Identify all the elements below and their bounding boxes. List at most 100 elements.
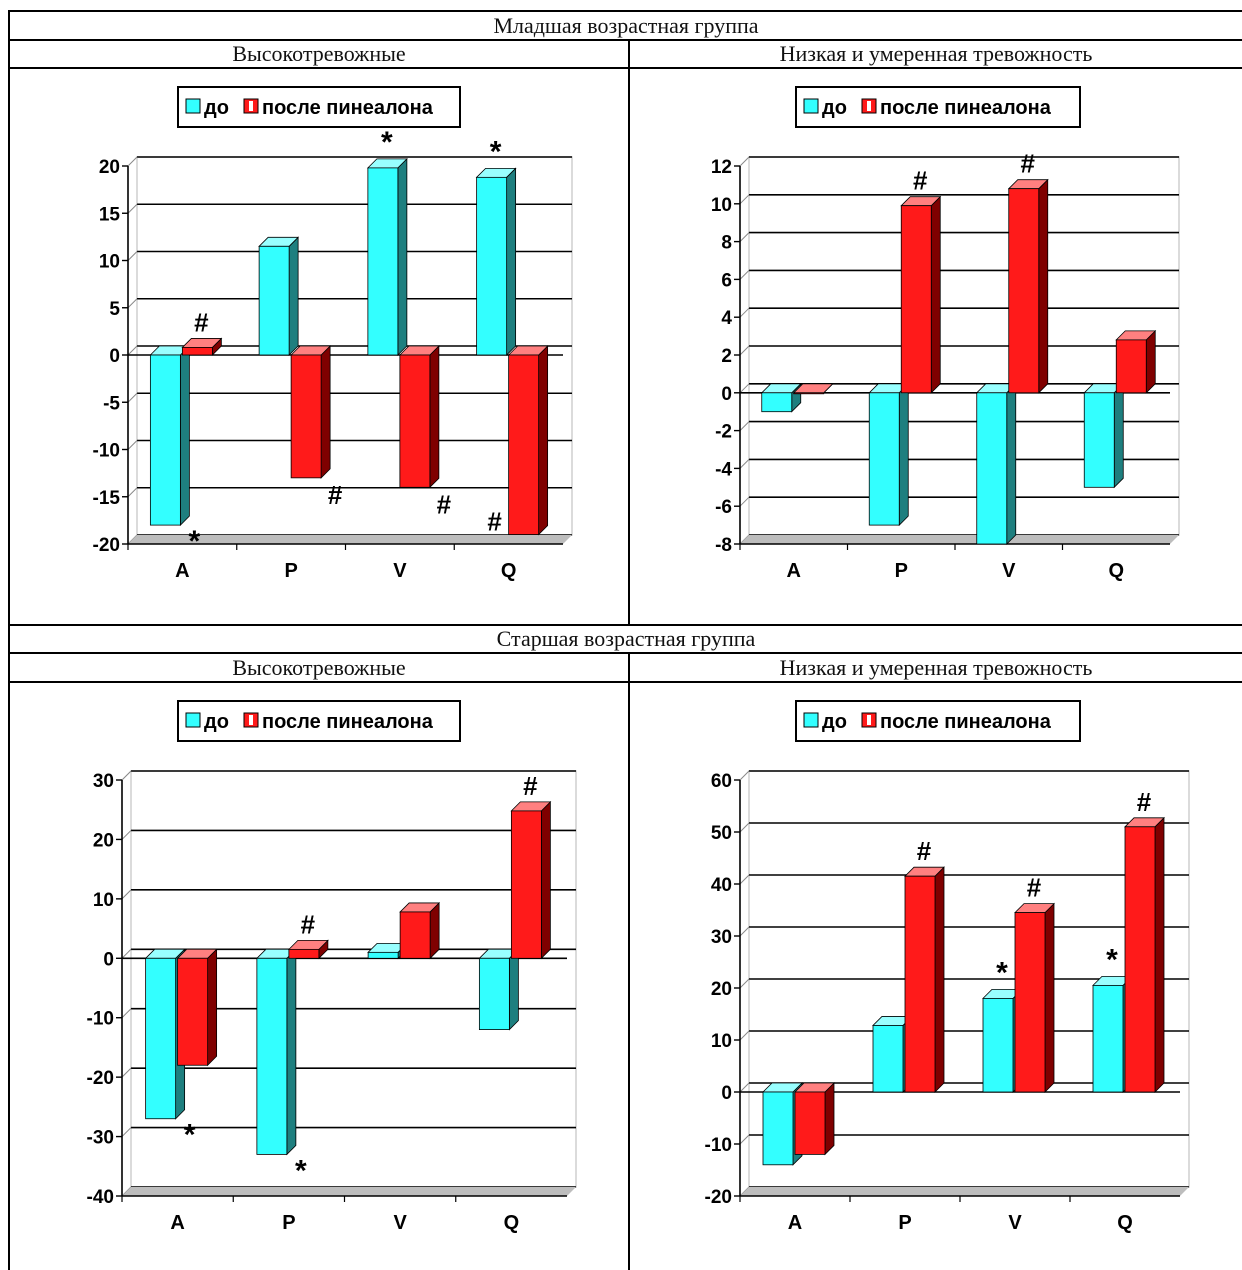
bar-front (510, 810, 542, 959)
bar-side (1038, 178, 1049, 394)
legend-swatch-before (803, 712, 819, 728)
bar-front (476, 176, 508, 356)
bar-side (397, 157, 408, 356)
frame-top (8, 10, 1242, 12)
bar-front (290, 354, 322, 479)
frame-left (8, 10, 10, 1270)
bar-front (762, 1091, 794, 1166)
gridline-side (127, 392, 138, 403)
y-tick-label: 10 (99, 252, 120, 273)
x-tick-label: A (170, 1212, 184, 1234)
y-tick-label: 20 (99, 157, 120, 178)
bar-after-V (398, 345, 440, 489)
bar-side (429, 345, 440, 489)
y-tick-label: -20 (93, 535, 120, 556)
legend-swatch-before (803, 98, 819, 114)
legend-label-after: после пинеалона (262, 97, 434, 119)
annotation-mark: # (1137, 787, 1152, 817)
x-tick-label: P (898, 1212, 911, 1234)
x-tick-label: A (175, 560, 189, 582)
y-tick-label: 5 (109, 299, 120, 320)
x-tick-label: Q (1108, 560, 1124, 582)
gridline-side (127, 251, 138, 261)
y-tick-label: 0 (721, 1083, 732, 1104)
y-tick-label: -10 (87, 1009, 114, 1030)
frame-middle-top (628, 39, 630, 625)
annotation-mark: * (490, 135, 502, 168)
y-tick-label: 30 (93, 771, 114, 792)
annotation-mark: # (301, 909, 316, 939)
bar-before-Q (475, 167, 517, 356)
gridline-side (739, 770, 750, 781)
bar-after-Q (510, 800, 552, 960)
chart-young-high-anxiety: 20 15 10 5 0 -5 -10 -15 -20 A P V Q # * # * # * # до после пи… (93, 86, 573, 582)
y-tick-label: 50 (711, 823, 732, 844)
y-tick-label: -40 (87, 1187, 114, 1208)
y-tick-label: 60 (711, 771, 732, 792)
gridline-side (127, 440, 138, 450)
gridline-side (739, 822, 750, 833)
y-tick-label: -30 (87, 1128, 114, 1149)
legend-swatch-after-mark (867, 101, 871, 111)
gridline-side (121, 1127, 132, 1137)
gridline-side (121, 830, 132, 840)
annotation-mark: * (381, 126, 393, 159)
frame-line-2 (8, 67, 1242, 69)
y-tick-label: 6 (721, 270, 732, 291)
y-tick-label: 0 (721, 384, 732, 405)
annotation-mark: * (189, 525, 201, 558)
y-tick-label: 0 (109, 346, 120, 367)
x-tick-label: A (787, 560, 801, 582)
bar-front (399, 354, 431, 488)
y-tick-label: 40 (711, 875, 732, 896)
bar-before-V (366, 157, 408, 356)
bar-front (367, 951, 399, 959)
plot-floor (122, 1187, 576, 1196)
bar-after-V (1014, 902, 1055, 1093)
bar-after-A (181, 337, 223, 356)
legend-label-after: после пинеалона (262, 711, 434, 733)
y-tick-label: 10 (93, 890, 114, 911)
gridline-side (127, 487, 138, 498)
annotation-mark: # (328, 480, 343, 510)
gridline-side (121, 1067, 132, 1078)
gridline-side (739, 926, 750, 937)
annotation-mark: # (487, 507, 502, 537)
y-tick-label: -10 (93, 441, 120, 462)
gridline-side (739, 194, 750, 205)
legend-label-before: до (822, 711, 847, 733)
annotation-mark: # (1021, 149, 1036, 179)
gridline-side (121, 889, 132, 900)
legend-label-after: после пинеалона (880, 97, 1052, 119)
bar-front (982, 997, 1014, 1093)
gridline-side (739, 345, 750, 356)
bar-front (1008, 188, 1040, 394)
bar-before-P (255, 948, 297, 1156)
legend-label-before: до (204, 97, 229, 119)
old-low-anxiety-title: Низкая и умеренная тревожность (779, 655, 1093, 680)
bar-before-Q (1083, 382, 1125, 489)
bar-front (1124, 826, 1156, 1093)
bar-front (478, 957, 510, 1030)
bar-before-A (760, 382, 802, 413)
frame-line-5 (8, 681, 1242, 683)
bar-after-P (904, 866, 945, 1093)
y-tick-label: 10 (711, 1031, 732, 1052)
bar-front (1083, 392, 1115, 488)
y-tick-label: 8 (721, 233, 732, 254)
annotation-mark: * (184, 1119, 196, 1152)
gridline-side (739, 307, 750, 318)
bar-side (506, 167, 517, 356)
gridline-side (739, 383, 750, 394)
bar-side (1113, 382, 1124, 489)
bar-side (898, 382, 909, 527)
legend-swatch-before (185, 98, 201, 114)
bar-front (793, 392, 825, 395)
bar-side (540, 800, 551, 960)
legend-swatch-after-mark (249, 101, 253, 111)
annotation-mark: * (996, 956, 1008, 989)
y-tick-label: -20 (87, 1068, 114, 1089)
bar-side (1154, 816, 1165, 1093)
y-tick-label: 4 (721, 308, 732, 329)
bar-after-Q (1115, 329, 1157, 394)
